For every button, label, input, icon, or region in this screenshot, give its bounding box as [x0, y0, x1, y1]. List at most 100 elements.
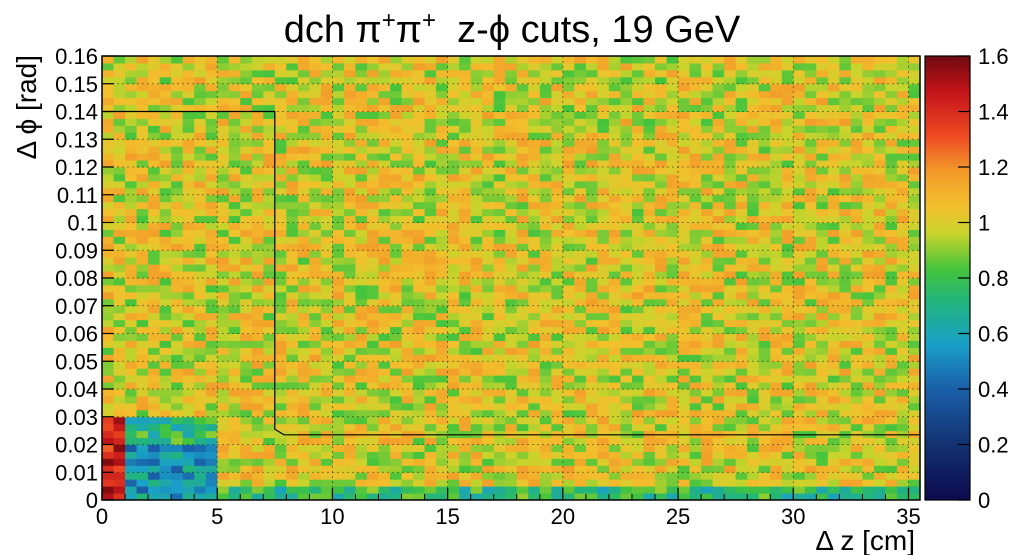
heatmap-cell: [781, 173, 794, 182]
heatmap-cell: [908, 90, 921, 99]
heatmap-cell: [873, 423, 886, 432]
heatmap-cell: [608, 257, 621, 265]
heatmap-cell: [113, 250, 126, 258]
heatmap-cell: [631, 125, 644, 133]
heatmap-cell: [712, 458, 725, 466]
heatmap-cell: [366, 395, 380, 404]
heatmap-cell: [539, 215, 552, 223]
heatmap-cell: [286, 347, 299, 355]
heatmap-cell: [493, 340, 506, 348]
heatmap-cell: [539, 493, 552, 501]
heatmap-cell: [862, 250, 875, 258]
heatmap-cell: [320, 284, 333, 293]
heatmap-cell: [332, 305, 345, 314]
heatmap-cell: [297, 312, 310, 321]
heatmap-cell: [228, 486, 241, 494]
heatmap-cell: [263, 271, 276, 279]
heatmap-cell: [194, 430, 207, 439]
heatmap-cell: [436, 409, 449, 418]
heatmap-cell: [735, 194, 748, 203]
heatmap-cell: [574, 284, 587, 293]
heatmap-cell: [286, 250, 299, 258]
heatmap-cell: [205, 132, 218, 140]
heatmap-cell: [171, 444, 184, 452]
heatmap-cell: [631, 354, 644, 362]
heatmap-cell: [816, 395, 829, 404]
heatmap-cell: [171, 389, 184, 397]
heatmap-cell: [240, 361, 253, 369]
heatmap-cell: [551, 493, 564, 501]
heatmap-cell: [228, 402, 241, 411]
heatmap-cell: [436, 402, 449, 411]
heatmap-cell: [850, 326, 863, 334]
heatmap-cell: [574, 160, 587, 168]
heatmap-cell: [251, 493, 264, 501]
heatmap-cell: [125, 284, 138, 293]
heatmap-cell: [643, 416, 656, 425]
heatmap-cell: [320, 173, 333, 182]
heatmap-cell: [113, 347, 126, 355]
heatmap-cell: [182, 402, 195, 411]
heatmap-cell: [666, 146, 679, 154]
heatmap-cell: [263, 236, 276, 244]
heatmap-cell: [436, 250, 449, 258]
heatmap-cell: [217, 486, 230, 494]
heatmap-cell: [701, 180, 714, 189]
heatmap-cell: [701, 194, 714, 203]
heatmap-cell: [597, 215, 610, 223]
heatmap-cell: [205, 284, 218, 293]
heatmap-cell: [482, 208, 495, 217]
heatmap-cell: [102, 62, 115, 71]
heatmap-cell: [274, 111, 287, 119]
heatmap-cell: [539, 361, 552, 369]
heatmap-cell: [436, 90, 449, 99]
heatmap-cell: [666, 97, 679, 106]
heatmap-cell: [148, 458, 161, 466]
heatmap-cell: [390, 146, 403, 154]
heatmap-cell: [424, 153, 437, 161]
heatmap-cell: [597, 97, 610, 106]
heatmap-cell: [251, 125, 264, 133]
heatmap-cell: [263, 208, 276, 217]
heatmap-cell: [205, 229, 218, 237]
heatmap-cell: [896, 437, 909, 445]
heatmap-cell: [908, 69, 921, 78]
heatmap-cell: [562, 402, 575, 411]
heatmap-cell: [758, 479, 771, 487]
heatmap-cell: [182, 187, 195, 196]
heatmap-cell: [171, 278, 184, 286]
heatmap-cell: [228, 389, 241, 397]
heatmap-cell: [689, 222, 702, 230]
heatmap-cell: [562, 69, 575, 78]
heatmap-cell: [332, 194, 345, 203]
heatmap-cell: [597, 382, 610, 390]
heatmap-cell: [839, 326, 852, 334]
heatmap-cell: [528, 437, 541, 445]
heatmap-cell: [148, 271, 161, 279]
heatmap-cell: [678, 56, 691, 64]
heatmap-cell: [666, 271, 679, 279]
color-scale-label: 1.4: [978, 100, 1009, 125]
heatmap-cell: [816, 125, 829, 133]
heatmap-cell: [251, 76, 264, 85]
heatmap-cell: [655, 229, 668, 237]
heatmap-cell: [620, 153, 633, 161]
heatmap-cell: [528, 69, 541, 78]
heatmap-cell: [747, 104, 760, 112]
heatmap-cell: [643, 458, 656, 466]
heatmap-cell: [839, 229, 852, 237]
heatmap-cell: [136, 132, 149, 140]
heatmap-cell: [850, 472, 863, 480]
heatmap-cell: [678, 243, 691, 251]
heatmap-cell: [390, 243, 403, 251]
heatmap-cell: [585, 222, 598, 230]
heatmap-cell: [205, 361, 218, 369]
heatmap-cell: [274, 180, 287, 189]
heatmap-cell: [574, 187, 587, 196]
heatmap-cell: [655, 416, 668, 425]
heatmap-cell: [182, 333, 195, 341]
heatmap-cell: [447, 465, 460, 473]
x-tick-label: 30: [781, 504, 805, 529]
heatmap-cell: [171, 69, 184, 78]
heatmap-cell: [804, 375, 817, 383]
